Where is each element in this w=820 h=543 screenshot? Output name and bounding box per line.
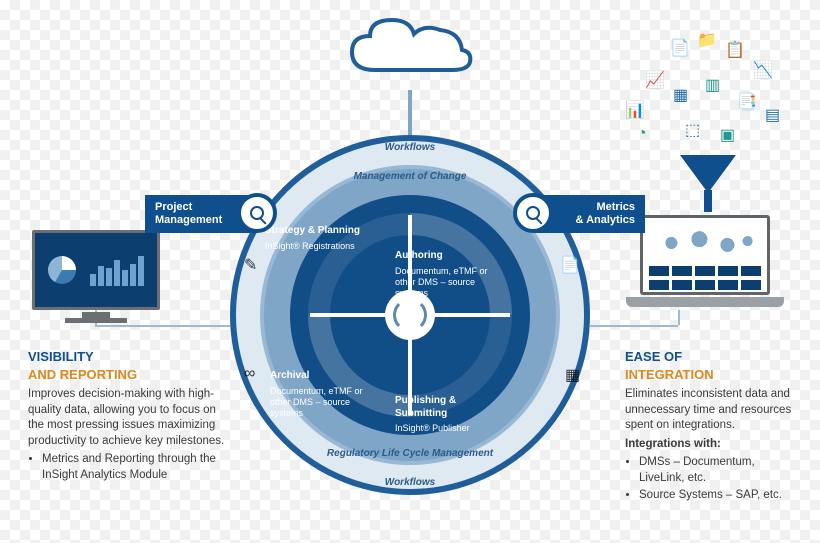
segment-publishing-title: Publishing & Submitting xyxy=(395,395,490,420)
laptop-base xyxy=(626,297,784,307)
arm-left xyxy=(95,325,230,327)
micro-icon: 📄 xyxy=(560,255,574,269)
doc-cluster-icon: 📉 xyxy=(753,60,773,80)
laptop-row2 xyxy=(649,280,761,290)
list-item: Metrics and Reporting through the InSigh… xyxy=(42,452,233,483)
list-item: Source Systems – SAP, etc. xyxy=(639,488,800,504)
right-body: Eliminates inconsistent data and unneces… xyxy=(625,387,800,434)
right-h2: INTEGRATION xyxy=(625,366,800,384)
funnel-tube xyxy=(704,190,712,212)
funnel-icon xyxy=(680,155,736,193)
arm-right xyxy=(590,325,678,327)
segment-strategy-title: Strategy & Planning xyxy=(265,225,360,238)
flag-right-line1: Metrics xyxy=(563,201,635,214)
flag-right-line2: & Analytics xyxy=(563,214,635,227)
label-workflows-bottom: Workflows xyxy=(385,477,435,488)
segment-archival-body: Documentum, eTMF or other DMS – source s… xyxy=(270,386,365,420)
mini-bars-icon xyxy=(90,254,144,286)
segment-archival-title: Archival xyxy=(270,370,365,383)
right-bullets: DMSs – Documentum, LiveLink, etc. Source … xyxy=(639,455,800,504)
lifecycle-circle: Workflows Workflows Management of Change… xyxy=(230,135,590,495)
mini-bar xyxy=(138,256,144,286)
doc-cluster-icon: ▤ xyxy=(765,105,780,125)
doc-cluster-icon: 📈 xyxy=(645,70,665,90)
micro-icon: ✎ xyxy=(244,255,258,269)
left-bullets: Metrics and Reporting through the InSigh… xyxy=(42,452,233,483)
left-body: Improves decision-making with high-quali… xyxy=(28,387,233,449)
mini-pie-icon xyxy=(48,256,76,284)
micro-icon: ▦ xyxy=(565,365,579,379)
mini-bar xyxy=(90,274,96,286)
segment-publishing: Publishing & Submitting InSight® Publish… xyxy=(395,395,490,434)
doc-cluster-icon: 📑 xyxy=(737,92,757,112)
mini-bar xyxy=(98,266,104,286)
ease-integration-block: EASE OF INTEGRATION Eliminates inconsist… xyxy=(625,348,800,506)
label-moc: Management of Change xyxy=(354,171,467,182)
micro-icon: ∞ xyxy=(244,365,258,379)
doc-cluster-icon: ▦ xyxy=(673,85,688,105)
segment-authoring: Authoring Documentum, eTMF or other DMS … xyxy=(395,250,490,299)
segment-authoring-body: Documentum, eTMF or other DMS – source s… xyxy=(395,266,490,300)
label-workflows-top: Workflows xyxy=(385,142,435,153)
segment-authoring-title: Authoring xyxy=(395,250,490,263)
doc-cluster-icon: ▣ xyxy=(720,125,735,145)
monitor xyxy=(32,230,160,310)
laptop-row1 xyxy=(649,266,761,276)
doc-cluster-icon: ▥ xyxy=(705,75,720,95)
doc-cluster-icon: 📄 xyxy=(670,38,690,58)
monitor-base xyxy=(65,318,127,323)
mini-bar xyxy=(130,264,136,286)
flag-left-line2: Management xyxy=(155,214,227,227)
left-h1: VISIBILITY xyxy=(28,348,233,366)
doc-icon-cluster: 📊📈📄 📁 📋 📉 ◔ ▦ ▥ 📑 ▤ ⬚ ▣ xyxy=(625,30,785,150)
mini-bar xyxy=(122,270,128,286)
segment-strategy: Strategy & Planning InSight® Registratio… xyxy=(265,225,360,252)
doc-cluster-icon: 📁 xyxy=(697,30,717,50)
flag-metrics-analytics: Metrics & Analytics xyxy=(535,195,645,233)
right-sub: Integrations with: xyxy=(625,437,800,453)
world-map-icon xyxy=(649,224,761,262)
doc-cluster-icon: 📋 xyxy=(725,40,745,60)
left-h2: AND REPORTING xyxy=(28,366,233,384)
visibility-reporting-block: VISIBILITY AND REPORTING Improves decisi… xyxy=(28,348,233,485)
segment-archival: Archival Documentum, eTMF or other DMS –… xyxy=(270,370,365,419)
right-h1: EASE OF xyxy=(625,348,800,366)
doc-cluster-icon: ⬚ xyxy=(685,120,700,140)
doc-cluster-icon: ◔ xyxy=(637,125,647,143)
segment-publishing-body: InSight® Publisher xyxy=(395,423,490,434)
mini-bar xyxy=(106,268,112,286)
label-rlcm: Regulatory Life Cycle Management xyxy=(327,448,493,459)
list-item: DMSs – Documentum, LiveLink, etc. xyxy=(639,455,800,486)
flag-left-icon-circle xyxy=(237,193,277,233)
magnifier-icon xyxy=(526,206,540,220)
flag-right-icon-circle xyxy=(513,193,553,233)
mini-bar xyxy=(114,260,120,286)
cloud-icon xyxy=(340,10,480,90)
flag-left-line1: Project xyxy=(155,201,227,214)
magnifier-icon xyxy=(250,206,264,220)
doc-cluster-icon: 📊 xyxy=(625,100,645,120)
segment-strategy-body: InSight® Registrations xyxy=(265,241,360,252)
arm-right-drop xyxy=(678,310,680,325)
flag-project-management: Project Management xyxy=(145,195,255,233)
laptop xyxy=(640,215,770,295)
